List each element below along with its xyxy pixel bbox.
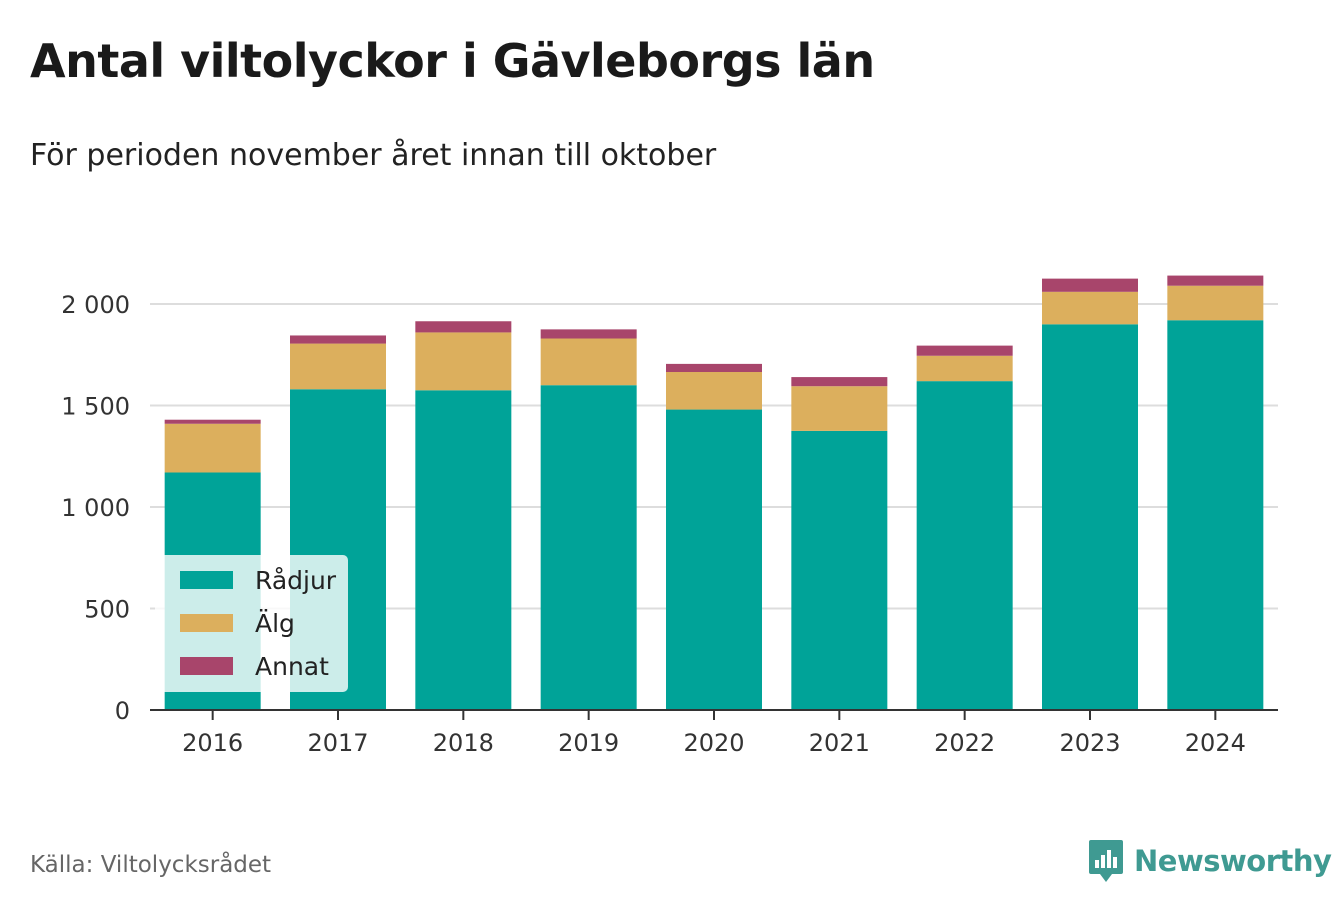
bar-segment-rådjur <box>791 430 888 710</box>
bar-segment-älg <box>916 355 1013 382</box>
bar-segment-älg <box>540 338 637 386</box>
source-note: Källa: Viltolycksrådet <box>30 852 272 878</box>
bar-segment-rådjur <box>916 381 1013 710</box>
legend-swatch-annat <box>180 657 233 675</box>
bar-segment-älg <box>290 343 386 390</box>
bar-segment-älg <box>666 372 762 410</box>
chart-title: Antal viltolyckor i Gävleborgs län <box>30 34 875 88</box>
x-axis: 2016 2017 2018 2019 2020 2021 2022 2023 2024 <box>150 709 1278 757</box>
bar-segment-rådjur <box>666 409 762 710</box>
bar-segment-annat <box>164 419 261 424</box>
bar-segment-annat <box>1042 278 1138 292</box>
legend-label: Annat <box>255 652 329 681</box>
bar-segment-rådjur <box>1167 320 1264 710</box>
x-tick-label: 2020 <box>683 729 744 757</box>
bar-segment-älg <box>1042 291 1138 325</box>
brand-name: Newsworthy <box>1134 844 1332 878</box>
newsworthy-logo-icon <box>1089 840 1123 882</box>
bar-segment-rådjur <box>1042 324 1138 710</box>
bar-segment-annat <box>791 377 888 387</box>
bar-segment-rådjur <box>415 390 512 710</box>
bar-segment-älg <box>415 332 512 391</box>
legend-label: Rådjur <box>255 566 337 595</box>
y-tick-label: 500 <box>84 596 130 624</box>
legend: Rådjur Älg Annat <box>155 555 348 692</box>
bar-segment-älg <box>791 386 888 431</box>
bar-segment-älg <box>164 423 261 473</box>
y-tick-label: 1 500 <box>61 393 130 421</box>
legend-label: Älg <box>255 609 295 638</box>
bar-segment-rådjur <box>540 385 637 710</box>
bar-segment-annat <box>415 321 512 333</box>
chart-subtitle: För perioden november året innan till ok… <box>30 138 717 173</box>
y-tick-label: 0 <box>115 697 130 725</box>
x-tick-label: 2017 <box>307 729 368 757</box>
legend-swatch-rådjur <box>180 571 233 589</box>
x-tick-label: 2022 <box>934 729 995 757</box>
brand-logo: Newsworthy <box>1088 838 1332 884</box>
x-tick-label: 2024 <box>1185 729 1246 757</box>
x-tick-label: 2021 <box>809 729 870 757</box>
bar-segment-älg <box>1167 285 1264 321</box>
bar-segment-annat <box>540 329 637 339</box>
y-tick-label: 1 000 <box>61 494 130 522</box>
bar-segment-annat <box>290 335 386 344</box>
x-tick-label: 2018 <box>433 729 494 757</box>
legend-swatch-älg <box>180 614 233 632</box>
x-tick-label: 2023 <box>1059 729 1120 757</box>
x-tick-label: 2016 <box>182 729 243 757</box>
y-axis: 0 500 1 000 1 500 2 000 <box>61 291 130 725</box>
bar-segment-annat <box>666 363 762 373</box>
bar-segment-annat <box>1167 275 1264 286</box>
bar-segment-annat <box>916 345 1013 356</box>
y-tick-label: 2 000 <box>61 291 130 319</box>
x-tick-label: 2019 <box>558 729 619 757</box>
